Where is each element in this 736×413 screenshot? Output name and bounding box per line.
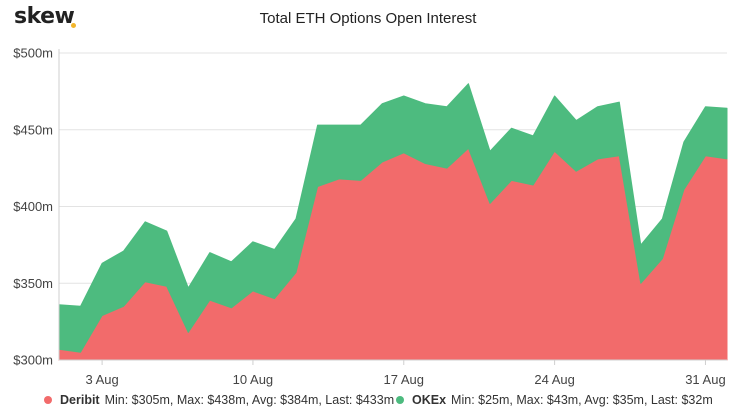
x-tick-label: 10 Aug bbox=[233, 372, 274, 387]
legend-marker-deribit bbox=[44, 396, 52, 404]
x-tick-label: 24 Aug bbox=[534, 372, 575, 387]
x-tick-labels: 3 Aug 10 Aug 17 Aug 24 Aug 31 Aug bbox=[85, 372, 725, 387]
x-tick-label: 3 Aug bbox=[85, 372, 118, 387]
logo-accent-dot bbox=[71, 23, 76, 28]
y-tick-label: $350m bbox=[13, 276, 53, 291]
legend-series-name: Deribit bbox=[60, 393, 100, 407]
legend-series-stats: Min: $305m, Max: $438m, Avg: $384m, Last… bbox=[104, 393, 395, 407]
legend-marker-okex bbox=[396, 396, 404, 404]
x-tick-label: 17 Aug bbox=[384, 372, 425, 387]
skew-logo: skew bbox=[14, 4, 75, 29]
axes bbox=[58, 49, 727, 365]
area-chart: $300m $350m $400m $450m $500m 3 Aug 10 Aug 17 … bbox=[13, 46, 728, 387]
legend-series-stats: Min: $25m, Max: $43m, Avg: $35m, Last: $… bbox=[451, 393, 713, 407]
legend-item-deribit[interactable]: Deribit Min: $305m, Max: $438m, Avg: $384… bbox=[44, 393, 394, 407]
legend-item-okex[interactable]: OKEx Min: $25m, Max: $43m, Avg: $35m, Las… bbox=[396, 393, 713, 407]
y-tick-label: $300m bbox=[13, 353, 53, 368]
legend-series-name: OKEx bbox=[412, 393, 447, 407]
legend: Deribit Min: $305m, Max: $438m, Avg: $384… bbox=[0, 393, 736, 411]
series-area-okex bbox=[58, 83, 728, 353]
series-areas bbox=[58, 83, 728, 361]
y-tick-label: $400m bbox=[13, 199, 53, 214]
x-tick-label: 31 Aug bbox=[685, 372, 726, 387]
y-tick-label: $500m bbox=[13, 46, 53, 61]
y-tick-labels: $300m $350m $400m $450m $500m bbox=[13, 46, 53, 368]
chart-title: Total ETH Options Open Interest bbox=[259, 10, 477, 27]
y-tick-label: $450m bbox=[13, 122, 53, 137]
